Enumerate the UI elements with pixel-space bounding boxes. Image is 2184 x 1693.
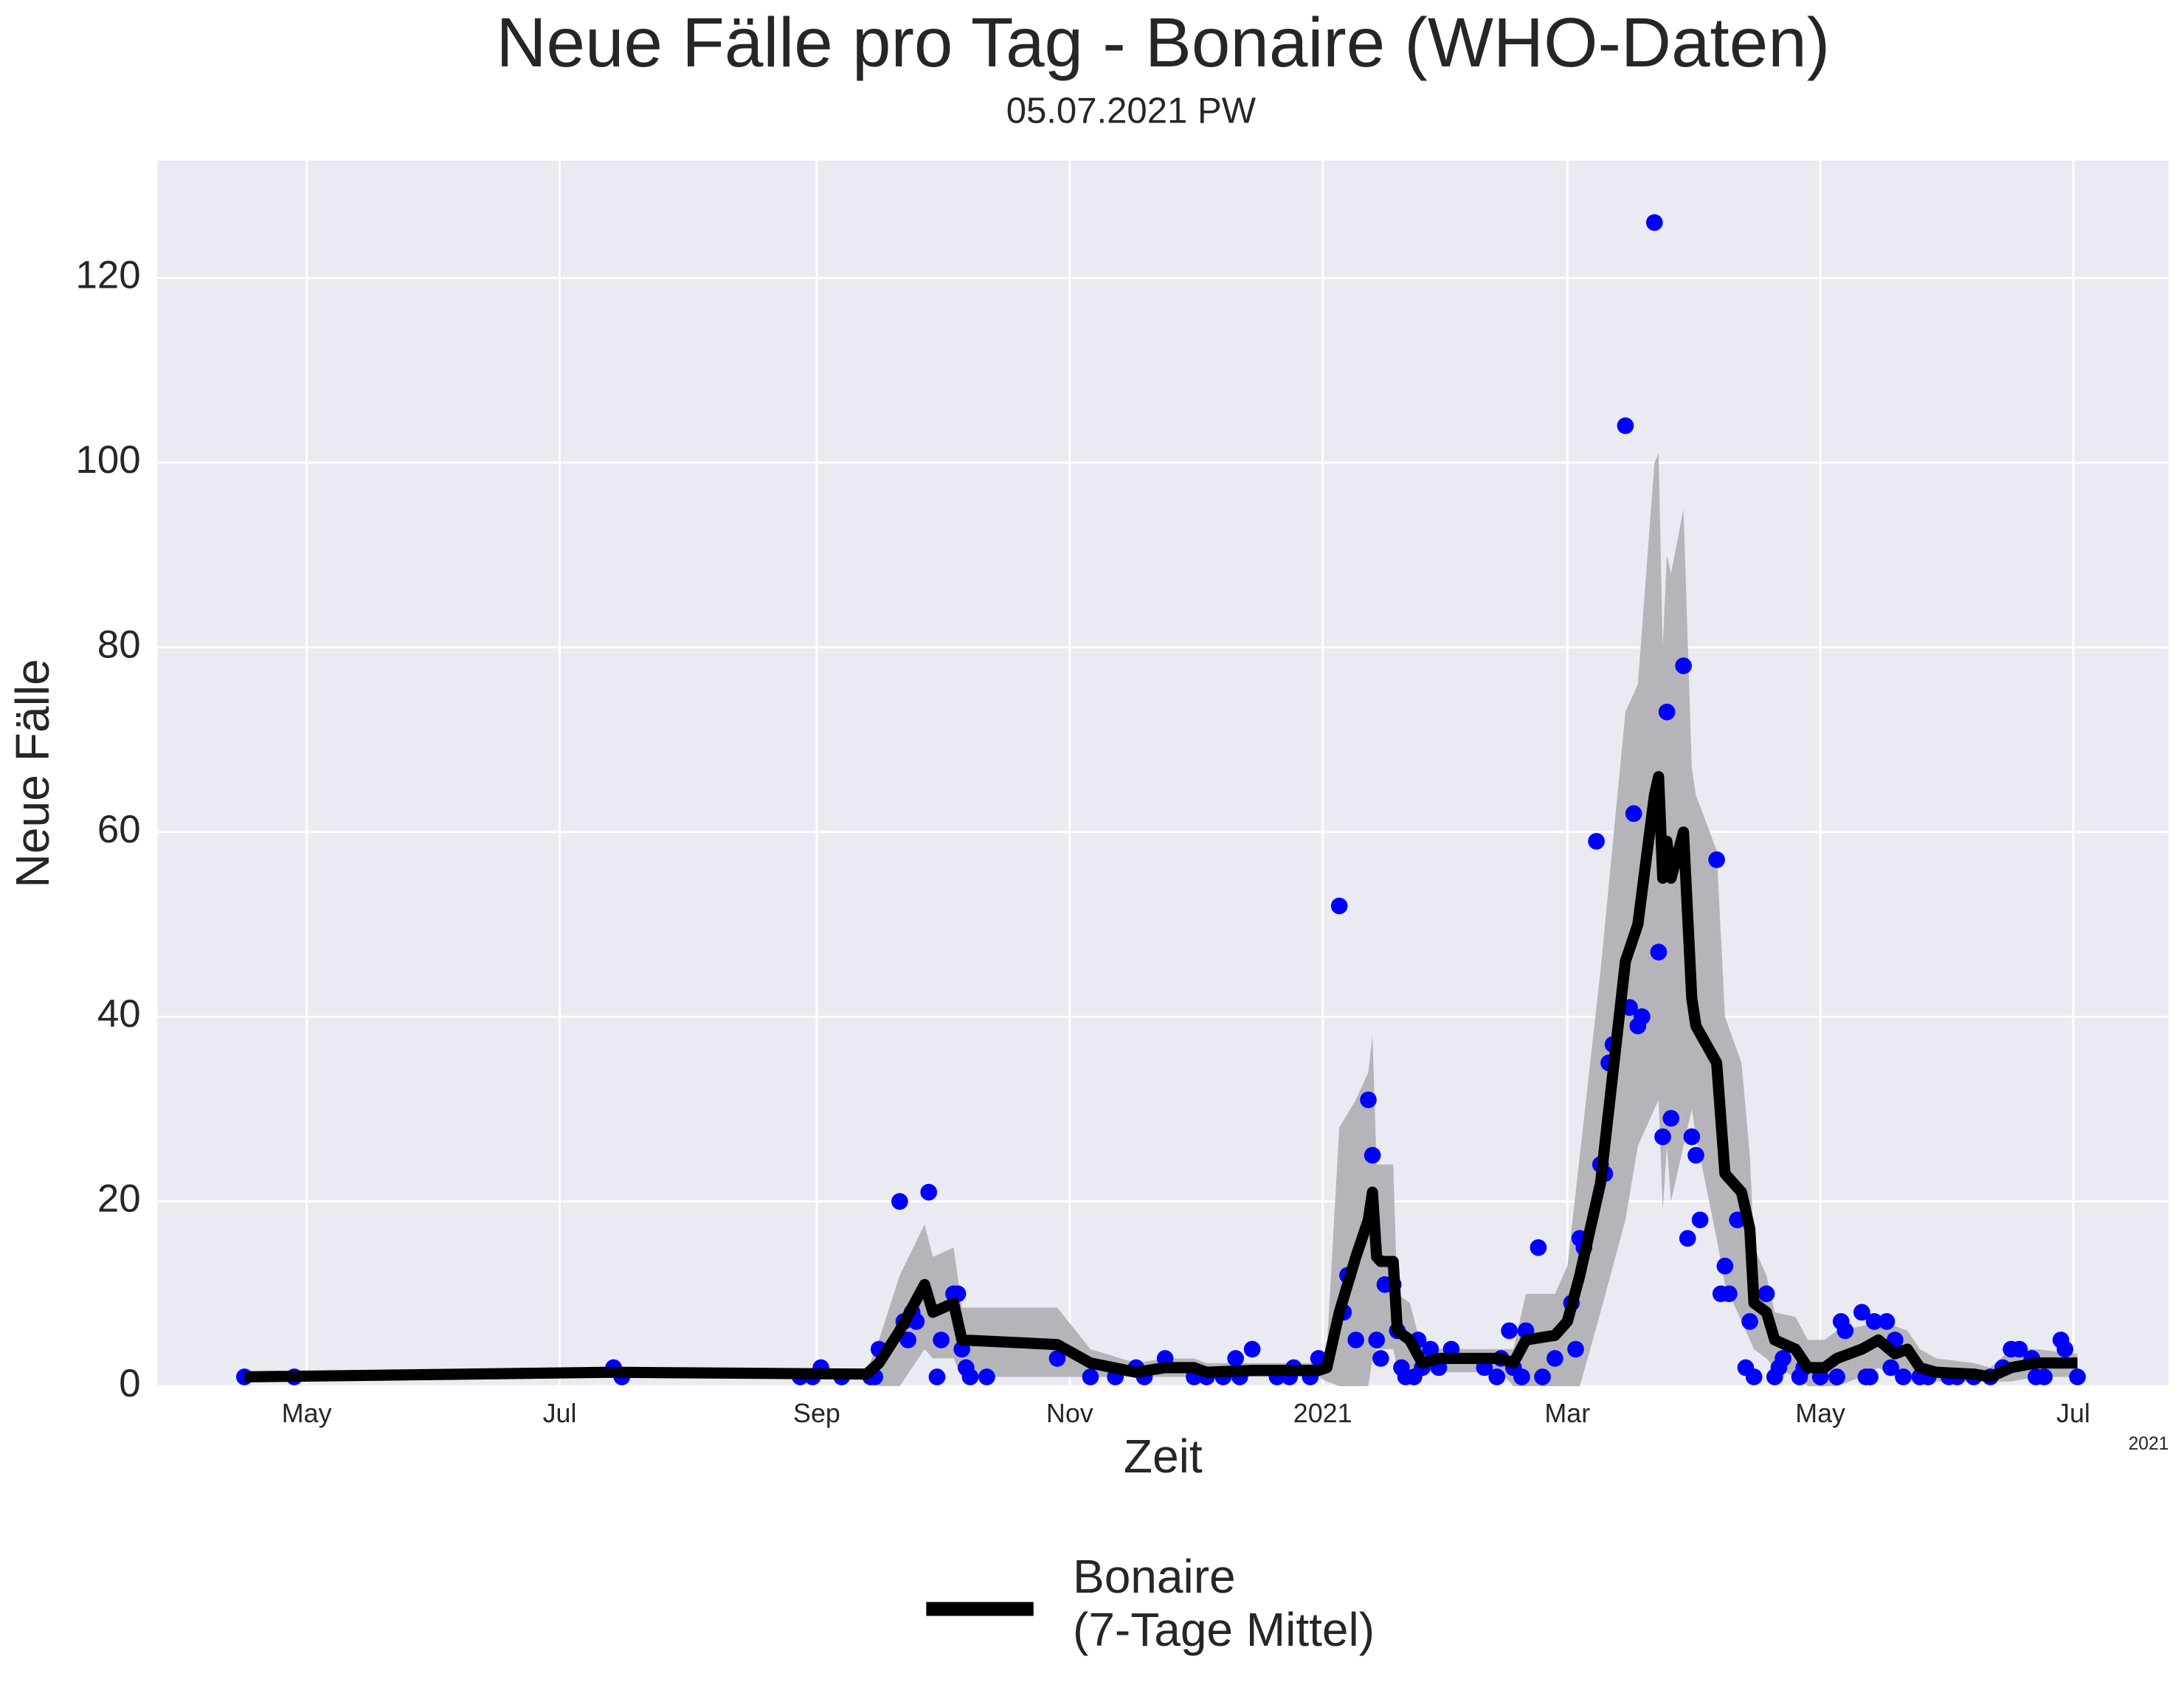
- data-point: [1330, 897, 1348, 915]
- plot-area: [157, 160, 2169, 1387]
- confidence-band: [244, 453, 2078, 1387]
- data-point: [961, 1368, 979, 1385]
- y-tick-label: 100: [75, 438, 140, 482]
- mean-line: [244, 771, 2078, 1383]
- y-tick-label: 60: [97, 808, 141, 851]
- x-offset-label: 2021: [2129, 1434, 2169, 1454]
- data-point: [1654, 1128, 1671, 1146]
- chart-title: Neue Fälle pro Tag - Bonaire (WHO-Daten): [496, 4, 1830, 82]
- legend-label: Bonaire (7-Tage Mittel): [1073, 1550, 1375, 1656]
- data-point: [1501, 1322, 1518, 1340]
- data-point: [1513, 1368, 1530, 1385]
- data-point: [1691, 1211, 1709, 1228]
- data-point: [1368, 1332, 1386, 1348]
- data-point: [1853, 1303, 1870, 1321]
- data-point: [1534, 1368, 1551, 1385]
- data-point: [1708, 851, 1725, 868]
- data-point: [928, 1368, 946, 1385]
- data-point: [1836, 1322, 1854, 1340]
- data-point: [1828, 1368, 1845, 1385]
- data-point: [1882, 1359, 1899, 1377]
- data-point: [891, 1193, 908, 1210]
- data-point: [1588, 833, 1605, 850]
- data-point: [920, 1183, 938, 1201]
- data-point: [1741, 1313, 1758, 1330]
- data-point: [1364, 1146, 1381, 1164]
- data-point: [2036, 1368, 2053, 1385]
- data-point: [978, 1368, 995, 1385]
- data-point: [899, 1332, 916, 1348]
- data-point: [2011, 1340, 2028, 1358]
- data-point: [1645, 214, 1663, 231]
- x-axis-label: Zeit: [1124, 1430, 1203, 1483]
- data-point: [1488, 1368, 1506, 1385]
- y-axis-label: Neue Fälle: [6, 659, 59, 887]
- data-point: [1360, 1091, 1377, 1109]
- data-point: [1675, 657, 1692, 674]
- data-point: [2069, 1368, 2086, 1385]
- x-tick-label: Nov: [1046, 1399, 1093, 1428]
- data-point: [1617, 417, 1634, 434]
- data-point: [1372, 1350, 1389, 1367]
- data-point: [1243, 1340, 1261, 1358]
- x-tick-label: Sep: [793, 1399, 840, 1428]
- x-tick-label: Jul: [543, 1399, 577, 1428]
- chart-subtitle: 05.07.2021 PW: [1006, 91, 1257, 131]
- data-point: [1625, 805, 1642, 823]
- data-point: [1658, 703, 1676, 721]
- data-point: [1745, 1368, 1763, 1385]
- data-point: [1865, 1313, 1883, 1330]
- data-point: [1716, 1257, 1734, 1275]
- data-point: [1878, 1313, 1896, 1330]
- y-tick-label: 80: [97, 623, 141, 666]
- data-point: [1895, 1368, 1912, 1385]
- data-point: [933, 1332, 950, 1348]
- data-point: [1679, 1230, 1696, 1247]
- data-point: [1422, 1340, 1440, 1358]
- data-point: [1721, 1285, 1738, 1303]
- data-point: [1227, 1350, 1244, 1367]
- data-point: [1650, 944, 1668, 960]
- data-point: [2056, 1340, 2074, 1358]
- data-point: [1862, 1368, 1879, 1385]
- y-tick-label: 0: [119, 1362, 140, 1405]
- y-tick-label: 120: [75, 254, 140, 297]
- data-point: [1530, 1239, 1547, 1256]
- data-point: [1347, 1332, 1364, 1348]
- data-point: [1048, 1350, 1066, 1367]
- y-tick-label: 40: [97, 992, 141, 1036]
- data-point: [1687, 1146, 1704, 1164]
- data-point: [1547, 1350, 1563, 1367]
- data-point: [1082, 1368, 1099, 1385]
- y-tick-label: 20: [97, 1177, 141, 1221]
- data-point: [1774, 1350, 1791, 1367]
- x-tick-label: Jul: [2056, 1399, 2090, 1428]
- data-point: [1683, 1128, 1701, 1146]
- data-point: [1567, 1340, 1584, 1358]
- x-tick-label: 2021: [1293, 1399, 1352, 1428]
- data-point: [1758, 1285, 1775, 1303]
- data-point: [1634, 1008, 1651, 1025]
- x-tick-label: Mar: [1544, 1399, 1590, 1428]
- x-tick-label: May: [1795, 1399, 1845, 1428]
- data-point: [1662, 1109, 1680, 1127]
- x-tick-label: May: [282, 1399, 332, 1428]
